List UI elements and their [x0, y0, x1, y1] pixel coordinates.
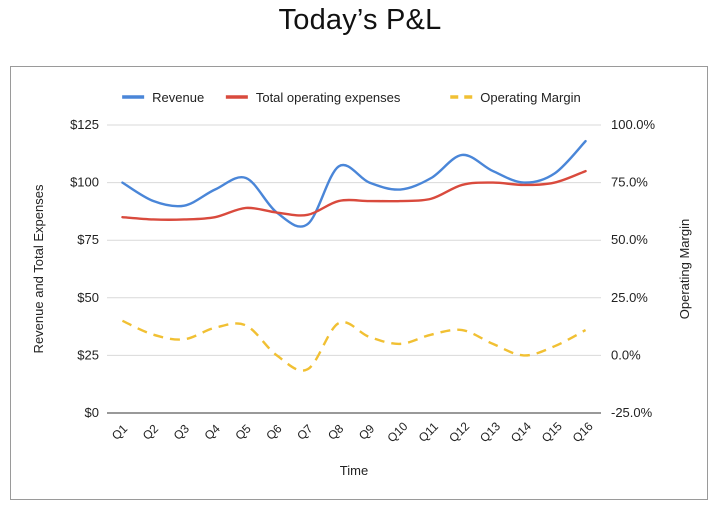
- x-tick-label: Q2: [140, 421, 161, 442]
- y2-tick-label: 100.0%: [611, 117, 656, 132]
- y2-tick-label: 25.0%: [611, 290, 648, 305]
- x-tick-label: Q5: [232, 421, 253, 442]
- chart-container: $0 -25.0% $25 0.0% $50 25.0% $75 50.0% $100 75.0%…: [10, 66, 708, 500]
- y-tick-label: $75: [77, 232, 99, 247]
- grid-lines: [107, 124, 601, 414]
- legend-item-2[interactable]: Operating Margin: [450, 90, 581, 105]
- y-tick-label: $125: [70, 117, 99, 132]
- legend-label: Operating Margin: [480, 90, 580, 105]
- y2-tick-label: -25.0%: [611, 405, 653, 420]
- y-tick-label: $0: [85, 405, 99, 420]
- legend-label: Revenue: [152, 90, 204, 105]
- x-tick-label: Q11: [416, 419, 442, 445]
- legend-label: Total operating expenses: [256, 90, 401, 105]
- y-tick-label: $50: [77, 290, 99, 305]
- legend-item-0[interactable]: Revenue: [122, 90, 204, 105]
- y2-tick-label: 75.0%: [611, 175, 648, 190]
- x-axis-title: Time: [340, 463, 368, 478]
- y2-tick-label: 0.0%: [611, 347, 641, 362]
- page-title: Today’s P&L: [278, 4, 442, 36]
- x-tick-label: Q16: [570, 419, 596, 445]
- x-tick-label: Q7: [294, 421, 315, 442]
- y-axis-title: Revenue and Total Expenses: [31, 184, 46, 353]
- x-tick-label: Q12: [446, 419, 472, 445]
- series-line-0: [121, 139, 587, 228]
- x-tick-label: Q1: [109, 421, 130, 442]
- x-tick-label: Q10: [385, 419, 411, 445]
- pl-line-chart: $0 -25.0% $25 0.0% $50 25.0% $75 50.0% $100 75.0%…: [31, 90, 692, 478]
- series-line-2: [121, 319, 587, 372]
- y2-tick-label: 50.0%: [611, 232, 648, 247]
- x-tick-label: Q15: [539, 419, 565, 445]
- x-tick-label: Q4: [202, 421, 223, 442]
- y-tick-label: $25: [77, 347, 99, 362]
- x-tick-label: Q14: [508, 419, 534, 445]
- x-tick-label: Q6: [263, 421, 284, 442]
- series-lines: [121, 139, 587, 372]
- legend-item-1[interactable]: Total operating expenses: [225, 90, 401, 105]
- x-tick-label: Q8: [325, 421, 346, 442]
- y-tick-label: $100: [70, 175, 99, 190]
- x-tick-label: Q9: [356, 421, 377, 442]
- x-tick-label: Q13: [477, 419, 503, 445]
- y2-axis-title: Operating Margin: [677, 219, 692, 319]
- x-tick-label: Q3: [171, 421, 192, 442]
- legend[interactable]: Revenue Total operating expenses Operating…: [122, 90, 581, 105]
- series-line-1: [121, 169, 587, 221]
